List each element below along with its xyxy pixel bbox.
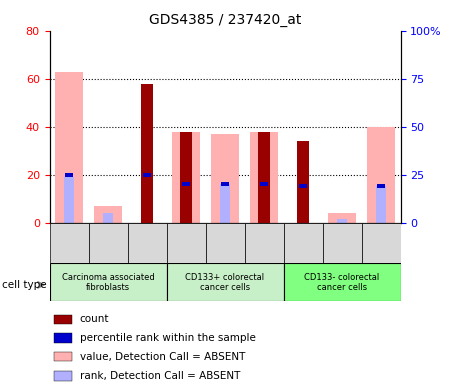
Bar xyxy=(220,184,230,223)
Bar xyxy=(64,177,74,223)
Bar xyxy=(54,314,72,324)
Text: cell type: cell type xyxy=(2,280,47,290)
Bar xyxy=(166,263,284,301)
Bar xyxy=(166,223,206,263)
Bar xyxy=(54,371,72,381)
Bar xyxy=(172,131,200,223)
Bar xyxy=(50,263,166,301)
Bar xyxy=(180,131,192,223)
Bar xyxy=(54,352,72,361)
Bar xyxy=(284,223,323,263)
Bar xyxy=(328,213,356,223)
Text: Carcinoma associated
fibroblasts: Carcinoma associated fibroblasts xyxy=(62,273,154,292)
Bar xyxy=(300,184,306,188)
Text: CD133- colorectal
cancer cells: CD133- colorectal cancer cells xyxy=(304,273,380,292)
Text: count: count xyxy=(80,314,109,324)
Bar xyxy=(250,131,278,223)
Bar xyxy=(376,186,386,223)
Text: percentile rank within the sample: percentile rank within the sample xyxy=(80,333,256,343)
Bar xyxy=(144,173,150,177)
Bar xyxy=(221,182,229,186)
Bar xyxy=(323,223,361,263)
Text: rank, Detection Call = ABSENT: rank, Detection Call = ABSENT xyxy=(80,371,240,381)
Bar xyxy=(212,134,239,223)
Bar xyxy=(244,223,284,263)
Bar xyxy=(261,182,267,186)
Bar xyxy=(66,173,72,177)
Bar xyxy=(89,223,127,263)
Bar xyxy=(206,223,244,263)
Title: GDS4385 / 237420_at: GDS4385 / 237420_at xyxy=(149,13,301,27)
Bar xyxy=(141,84,153,223)
Bar xyxy=(367,127,395,223)
Bar xyxy=(258,131,270,223)
Bar xyxy=(378,184,384,188)
Bar xyxy=(103,213,113,223)
Text: value, Detection Call = ABSENT: value, Detection Call = ABSENT xyxy=(80,352,245,362)
Bar xyxy=(50,223,89,263)
Bar xyxy=(183,182,189,186)
Bar xyxy=(337,219,347,223)
Bar xyxy=(361,223,400,263)
Bar xyxy=(54,333,72,343)
Bar xyxy=(55,71,83,223)
Bar xyxy=(297,141,309,223)
Bar xyxy=(94,206,122,223)
Bar xyxy=(127,223,166,263)
Text: CD133+ colorectal
cancer cells: CD133+ colorectal cancer cells xyxy=(185,273,265,292)
Bar xyxy=(284,263,400,301)
